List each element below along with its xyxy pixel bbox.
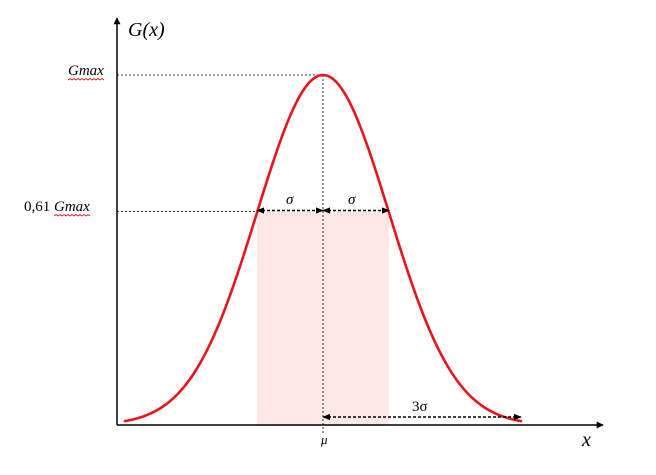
x-axis-label: x (581, 429, 591, 451)
gmax-061-prefix: 0,61 (24, 199, 54, 215)
y-axis-label: G(x) (128, 19, 165, 41)
sigma-right-label: σ (348, 192, 356, 208)
gaussian-curve (123, 73, 523, 423)
sigma-left-label: σ (286, 192, 294, 208)
gmax-061-suffix: Gmax (54, 199, 90, 215)
three-sigma-label: 3σ (412, 399, 428, 415)
gmax-spellcheck-underline (67, 78, 105, 81)
mu-label: μ (320, 432, 328, 447)
gmax-label: Gmax (68, 63, 104, 79)
gmax-061-label: 0,61 Gmax (24, 199, 90, 215)
gmax-061-spellcheck-underline (53, 214, 91, 217)
